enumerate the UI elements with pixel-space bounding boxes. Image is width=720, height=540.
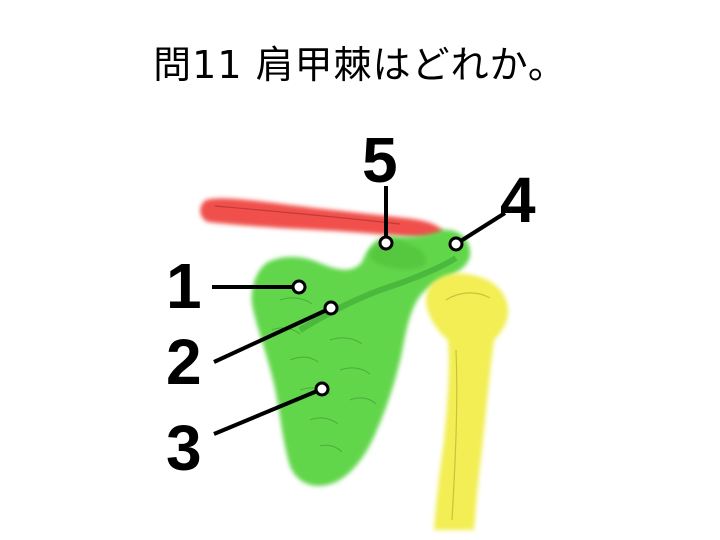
marker-3: [314, 381, 330, 397]
leader-line-2: [213, 306, 332, 364]
leader-line-3: [213, 387, 323, 436]
label-3: 3: [166, 412, 202, 484]
label-5: 5: [362, 124, 398, 196]
markers: [291, 235, 464, 397]
marker-2: [323, 300, 339, 316]
scapula: [251, 229, 471, 486]
leader-lines: [212, 186, 507, 436]
marker-5: [378, 235, 394, 251]
question-title: 問11 肩甲棘はどれか。: [153, 43, 567, 87]
marker-4: [448, 236, 464, 252]
label-1: 1: [166, 250, 202, 322]
clavicle: [200, 198, 444, 238]
label-2: 2: [166, 326, 202, 398]
humerus: [426, 273, 509, 530]
label-4: 4: [500, 164, 536, 236]
leader-line-4: [454, 211, 507, 246]
marker-1: [291, 279, 307, 295]
